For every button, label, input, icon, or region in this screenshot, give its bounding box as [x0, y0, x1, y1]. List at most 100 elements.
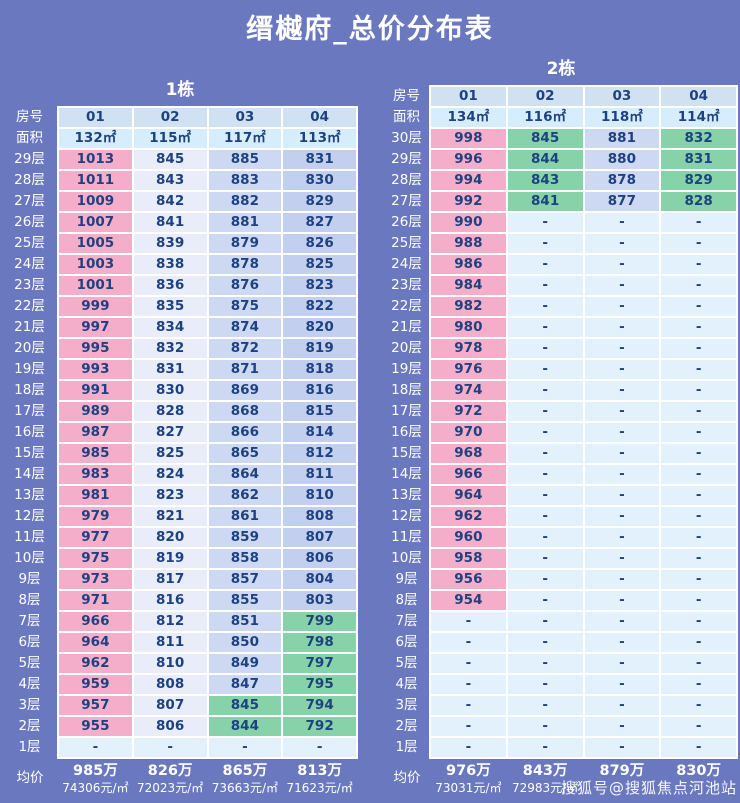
average-total-price: 843万 — [522, 763, 568, 779]
price-cell: 836 — [131, 274, 209, 297]
price-cell: - — [505, 379, 585, 402]
price-cell: 794 — [281, 694, 358, 717]
floor-label: 30层 — [391, 129, 422, 146]
floor-label: 13层 — [14, 486, 45, 503]
price-cell: - — [659, 295, 738, 318]
price-cell: - — [659, 568, 738, 591]
price-cell: 985 — [57, 442, 134, 465]
price-cell: 956 — [429, 568, 508, 591]
price-cell: - — [131, 736, 209, 759]
price-cell: - — [505, 295, 585, 318]
area-cell: 115㎡ — [131, 127, 209, 150]
price-cell: 859 — [206, 526, 284, 549]
price-cell: 966 — [429, 463, 508, 486]
area-label: 面积 — [16, 129, 43, 146]
floor-label: 12层 — [391, 507, 422, 524]
price-cell: 827 — [131, 421, 209, 444]
floor-row: 3层 957 807 845 794 — [2, 694, 358, 717]
floor-row: 26层 990- - - — [384, 211, 738, 234]
price-cell: - — [582, 526, 662, 549]
price-cell: 857 — [206, 568, 284, 591]
floor-row: 19层 993 831 871 818 — [2, 358, 358, 381]
area-cell: 114㎡ — [659, 106, 738, 129]
price-cell: - — [659, 274, 738, 297]
price-cell: 858 — [206, 547, 284, 570]
price-cell: - — [582, 232, 662, 255]
price-cell: 847 — [206, 673, 284, 696]
price-cell: - — [582, 610, 662, 633]
price-cell: - — [429, 652, 508, 675]
floor-row: 2层 955 806 844 792 — [2, 715, 358, 738]
floor-label: 10层 — [14, 549, 45, 566]
floor-label: 16层 — [391, 423, 422, 440]
price-cell: 807 — [131, 694, 209, 717]
price-cell: - — [582, 589, 662, 612]
price-cell: 974 — [429, 379, 508, 402]
price-cell: 970 — [429, 421, 508, 444]
floor-label: 14层 — [391, 465, 422, 482]
price-cell: - — [429, 736, 508, 759]
price-cell: 807 — [281, 526, 358, 549]
price-cell: 995 — [57, 337, 134, 360]
floor-label: 15层 — [14, 444, 45, 461]
unit-header-row: 房号 01 02 03 04 — [2, 106, 358, 129]
floor-label: 18层 — [391, 381, 422, 398]
floor-label: 7层 — [395, 612, 418, 629]
unit-header-cell: 02 — [505, 85, 585, 108]
price-cell: 827 — [281, 211, 358, 234]
floor-row: 23层 1001 836 876 823 — [2, 274, 358, 297]
price-cell: 829 — [659, 169, 738, 192]
price-cell: 855 — [206, 589, 284, 612]
price-cell: 1001 — [57, 274, 134, 297]
floor-row: 29层 1013 845 885 831 — [2, 148, 358, 171]
floor-label: 3层 — [395, 696, 418, 713]
price-cell: 862 — [206, 484, 284, 507]
price-cell: 999 — [57, 295, 134, 318]
price-cell: - — [582, 694, 662, 717]
price-cell: 861 — [206, 505, 284, 528]
price-cell: 842 — [131, 190, 209, 213]
floor-label: 9层 — [18, 570, 41, 587]
unit-header-cell: 04 — [659, 85, 738, 108]
price-cell: - — [582, 652, 662, 675]
price-cell: - — [505, 442, 585, 465]
price-cell: 868 — [206, 400, 284, 423]
building-2-title: 2栋 — [546, 59, 576, 79]
price-cell: - — [505, 652, 585, 675]
floor-row: 20层 978- - - — [384, 337, 738, 360]
price-cell: 850 — [206, 631, 284, 654]
floor-row: 6层 - - - - — [384, 631, 738, 654]
price-cell: 817 — [131, 568, 209, 591]
price-cell: - — [582, 547, 662, 570]
price-cell: 826 — [281, 232, 358, 255]
price-cell: - — [206, 736, 284, 759]
price-cell: - — [505, 358, 585, 381]
price-cell: - — [505, 232, 585, 255]
floor-row: 17层 972- - - — [384, 400, 738, 423]
floor-label: 11层 — [391, 528, 422, 545]
price-cell: 845 — [206, 694, 284, 717]
floor-row: 21层 980- - - — [384, 316, 738, 339]
average-total-price: 813万 — [297, 763, 343, 779]
price-cell: 823 — [131, 484, 209, 507]
price-cell: - — [505, 610, 585, 633]
price-cell: - — [582, 442, 662, 465]
floor-label: 1层 — [18, 738, 41, 755]
floor-label: 29层 — [14, 150, 45, 167]
floor-row: 8层 954- - - — [384, 589, 738, 612]
floor-label: 28层 — [391, 171, 422, 188]
price-cell: 987 — [57, 421, 134, 444]
floor-row: 9层 973 817 857 804 — [2, 568, 358, 591]
price-cell: 875 — [206, 295, 284, 318]
price-cell: 803 — [281, 589, 358, 612]
floor-row: 11层 960- - - — [384, 526, 738, 549]
price-cell: - — [659, 610, 738, 633]
price-cell: 990 — [429, 211, 508, 234]
price-cell: 881 — [582, 127, 662, 150]
average-cell: 813万 71623元/㎡ — [282, 758, 357, 800]
average-cell: 830万 — [660, 758, 737, 800]
floor-label: 11层 — [14, 528, 45, 545]
price-cell: 1011 — [57, 169, 134, 192]
price-cell: - — [281, 736, 358, 759]
